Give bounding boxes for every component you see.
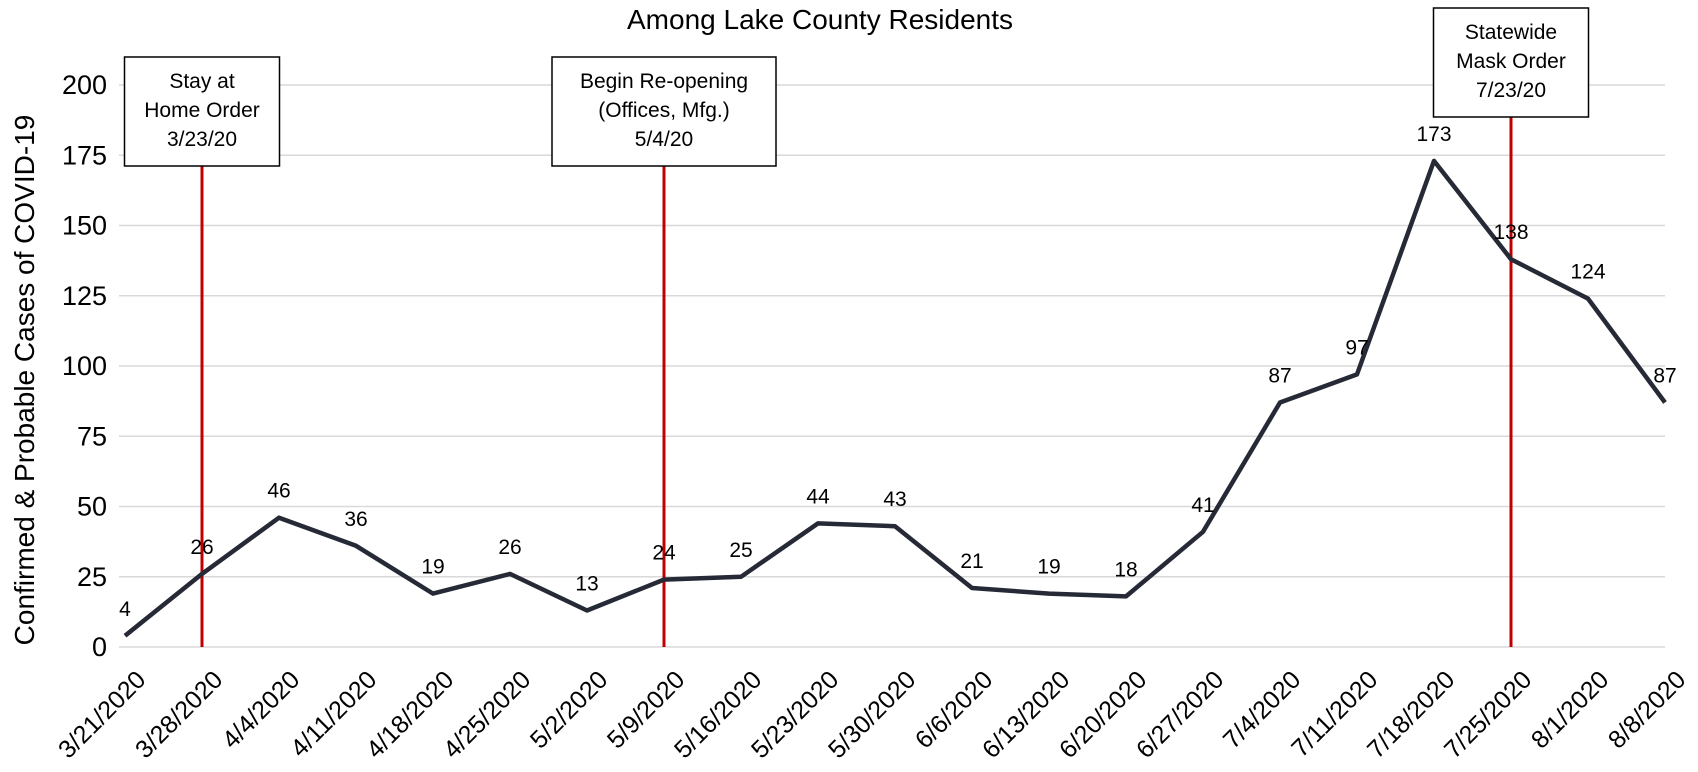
y-tick-label: 0 [92, 632, 107, 662]
annotation-box [1432, 7, 1590, 118]
data-label: 41 [1191, 494, 1214, 517]
data-label: 19 [1037, 556, 1060, 579]
gridlines [119, 84, 1665, 648]
y-tick-label: 150 [62, 211, 107, 241]
data-label: 173 [1416, 123, 1451, 146]
data-label: 24 [652, 542, 676, 565]
data-label: 4 [119, 598, 131, 621]
y-tick-label: 125 [62, 281, 107, 311]
annotation-text: Stay at [169, 70, 235, 93]
data-label: 18 [1114, 558, 1137, 581]
y-tick-label: 100 [62, 351, 107, 381]
annotation-boxes: Stay at Home Order 3/23/20 Begin Re-opening… [123, 7, 1590, 167]
data-label: 46 [267, 480, 290, 503]
annotation-text: 3/23/20 [167, 128, 237, 151]
data-label: 43 [883, 488, 906, 511]
y-axis-ticks: 0 25 50 75 100 125 150 175 200 [62, 70, 107, 662]
chart-title: Among Lake County Residents [627, 4, 1013, 35]
series-line [123, 158, 1667, 638]
data-label: 124 [1570, 261, 1605, 284]
data-labels: 4 26 46 36 19 26 13 24 25 44 43 21 19 18 41 87 97 173 138 1… [119, 123, 1677, 621]
data-label: 36 [344, 508, 367, 531]
annotation-text: Mask Order [1456, 50, 1566, 73]
data-label: 25 [729, 539, 752, 562]
y-tick-label: 25 [77, 562, 107, 592]
y-tick-label: 200 [62, 70, 107, 100]
y-tick-label: 75 [77, 421, 107, 451]
y-tick-label: 175 [62, 140, 107, 170]
y-axis-label: Confirmed & Probable Cases of COVID-19 [9, 115, 40, 646]
annotation-lines [200, 117, 1513, 647]
data-label: 26 [190, 536, 213, 559]
x-tick-label: 8/1/2020 [1526, 666, 1615, 755]
data-label: 13 [575, 572, 598, 595]
annotation-text: (Offices, Mfg.) [598, 99, 729, 122]
data-label: 21 [960, 550, 983, 573]
data-label: 87 [1653, 365, 1676, 388]
annotation-text: 5/4/20 [635, 128, 693, 151]
annotation-text: Statewide [1465, 21, 1557, 44]
x-axis-ticks: 3/21/20203/28/20204/4/20204/11/20204/18/… [53, 666, 1691, 764]
data-label: 44 [806, 485, 830, 508]
annotation-text: 7/23/20 [1476, 79, 1546, 102]
annotation-text: Begin Re-opening [580, 70, 748, 93]
data-label: 26 [498, 536, 521, 559]
data-label: 138 [1493, 221, 1528, 244]
annotation-text: Home Order [144, 99, 260, 122]
x-tick-label: 8/8/2020 [1603, 666, 1692, 755]
data-label: 19 [421, 556, 444, 579]
data-label: 97 [1345, 336, 1368, 359]
annotation-box [551, 56, 777, 167]
y-tick-label: 50 [77, 492, 107, 522]
annotation-box [123, 56, 281, 167]
x-tick-label: 5/2/2020 [525, 666, 614, 755]
data-label: 87 [1268, 365, 1291, 388]
